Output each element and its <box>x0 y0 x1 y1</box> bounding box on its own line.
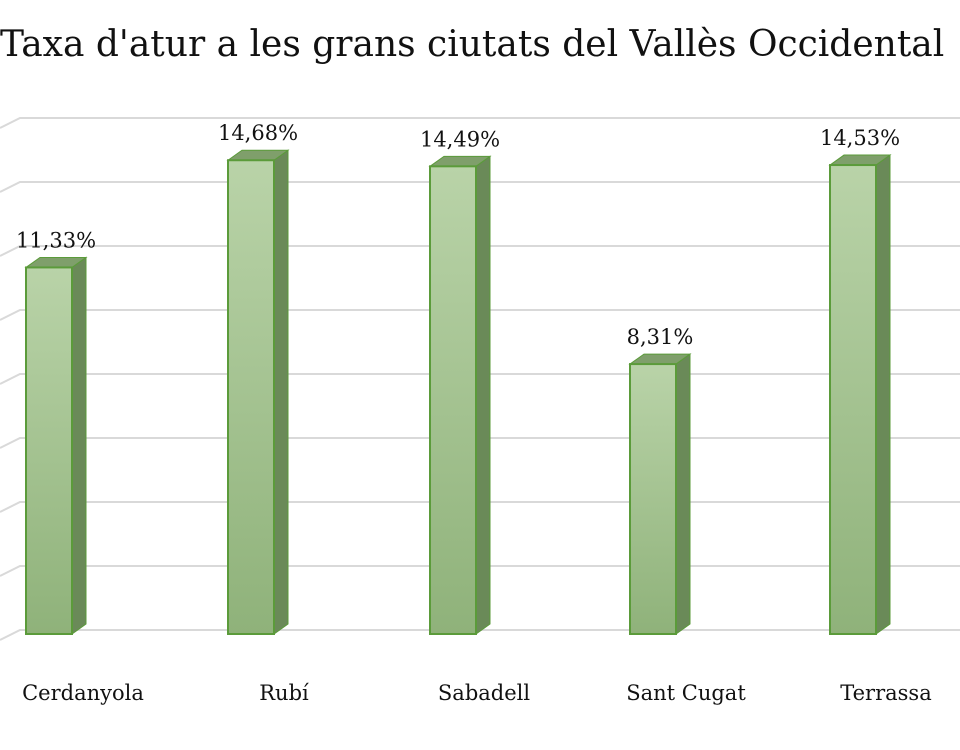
data-label: 8,31% <box>627 325 694 349</box>
bar-front <box>629 363 677 635</box>
bar-front <box>429 165 477 635</box>
gridlines <box>0 117 960 641</box>
bar-cerdanyola <box>24 256 88 635</box>
data-label: 14,68% <box>218 121 298 145</box>
gridline <box>0 309 960 321</box>
category-label: Sabadell <box>438 681 530 705</box>
bar-side <box>675 353 691 635</box>
bar-sant-cugat <box>628 353 692 635</box>
category-label: Terrassa <box>840 681 931 705</box>
category-label: Sant Cugat <box>626 681 746 705</box>
bars <box>24 149 892 636</box>
gridline <box>0 245 960 257</box>
labels: 11,33% Cerdanyola 14,68% Rubí 14,49% Sabadell… <box>16 121 932 705</box>
bar-sabadell <box>428 155 492 635</box>
category-label: Cerdanyola <box>22 681 144 705</box>
bar-rubí <box>226 149 290 636</box>
data-label: 14,53% <box>820 126 900 150</box>
bar-front <box>25 266 73 635</box>
bar-side <box>475 155 491 635</box>
bar-terrassa <box>828 154 892 635</box>
data-label: 14,49% <box>420 127 500 151</box>
chart-title: Taxa d'atur a les grans ciutats del Vall… <box>0 24 945 65</box>
bar-front <box>227 159 275 636</box>
category-label: Rubí <box>259 681 309 705</box>
gridline <box>0 117 960 129</box>
bar-side <box>875 154 891 635</box>
bar-side <box>71 256 87 635</box>
gridline <box>0 181 960 193</box>
bar-front <box>829 164 877 635</box>
data-label: 11,33% <box>16 228 96 252</box>
bar-side <box>273 149 289 635</box>
